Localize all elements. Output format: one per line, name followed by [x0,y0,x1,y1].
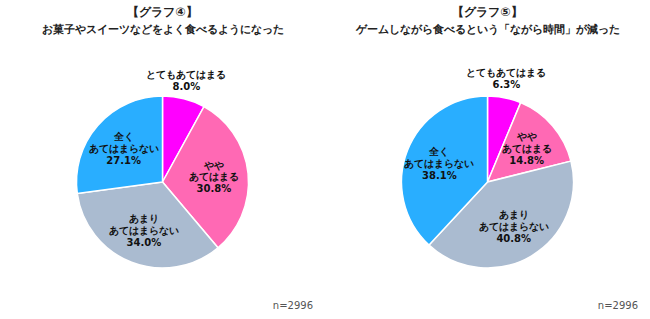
slice-value-label: 38.1% [422,170,457,181]
slices [402,96,574,268]
pie-panel: 【グラフ⑤】ゲームしながら食べるという「ながら時間」が減ったとてもあてはまる6.… [355,5,639,311]
slice-value-label: 14.8% [509,155,544,166]
labels: とてもあてはまる6.3% ややあてはまる14.8% あまりあてはまらない40.8% 全… [404,67,551,244]
labels: とてもあてはまる8.0% ややあてはまる30.8% あまりあてはまらない34.0% 全… [89,69,239,248]
slice-value-label: 27.1% [106,155,141,166]
pie-slice [77,96,163,193]
slice-label: とてもあてはまる [466,67,546,78]
chart-title: 【グラフ⑤】 [452,5,522,19]
slice-label: あまりあてはまらない [109,213,179,237]
chart-subtitle: お菓子やスイーツなどをよく食べるようになった [42,23,284,36]
slice-label: 全くあてはまらない [404,146,474,170]
slice-value-label: 30.8% [196,183,231,194]
slice-label: ややあてはまる [502,131,552,154]
pie-slice [402,96,488,245]
slice-label: あまりあてはまらない [479,209,549,233]
slice-label: 全くあてはまらない [89,131,159,155]
slice-value-label: 40.8% [496,233,531,244]
annotation: n=2996 [273,300,313,311]
slice-value-label: 6.3% [493,79,521,90]
chart-title: 【グラフ④】 [127,5,197,19]
chart-svg: 【グラフ④】お菓子やスイーツなどをよく食べるようになったとてもあてはまる8.0%… [0,0,650,319]
slice-label: ややあてはまる [189,160,239,183]
chart-root: 【グラフ④】お菓子やスイーツなどをよく食べるようになったとてもあてはまる8.0%… [0,0,650,319]
slice-value-label: 8.0% [173,81,201,92]
slice-label: とてもあてはまる [146,69,226,80]
slice-value-label: 34.0% [127,237,162,248]
pie-slice [77,182,218,268]
chart-subtitle: ゲームしながら食べるという「ながら時間」が減った [355,23,620,36]
annotation: n=2996 [598,300,638,311]
pie-panel: 【グラフ④】お菓子やスイーツなどをよく食べるようになったとてもあてはまる8.0%… [42,5,314,311]
slices [77,96,249,268]
